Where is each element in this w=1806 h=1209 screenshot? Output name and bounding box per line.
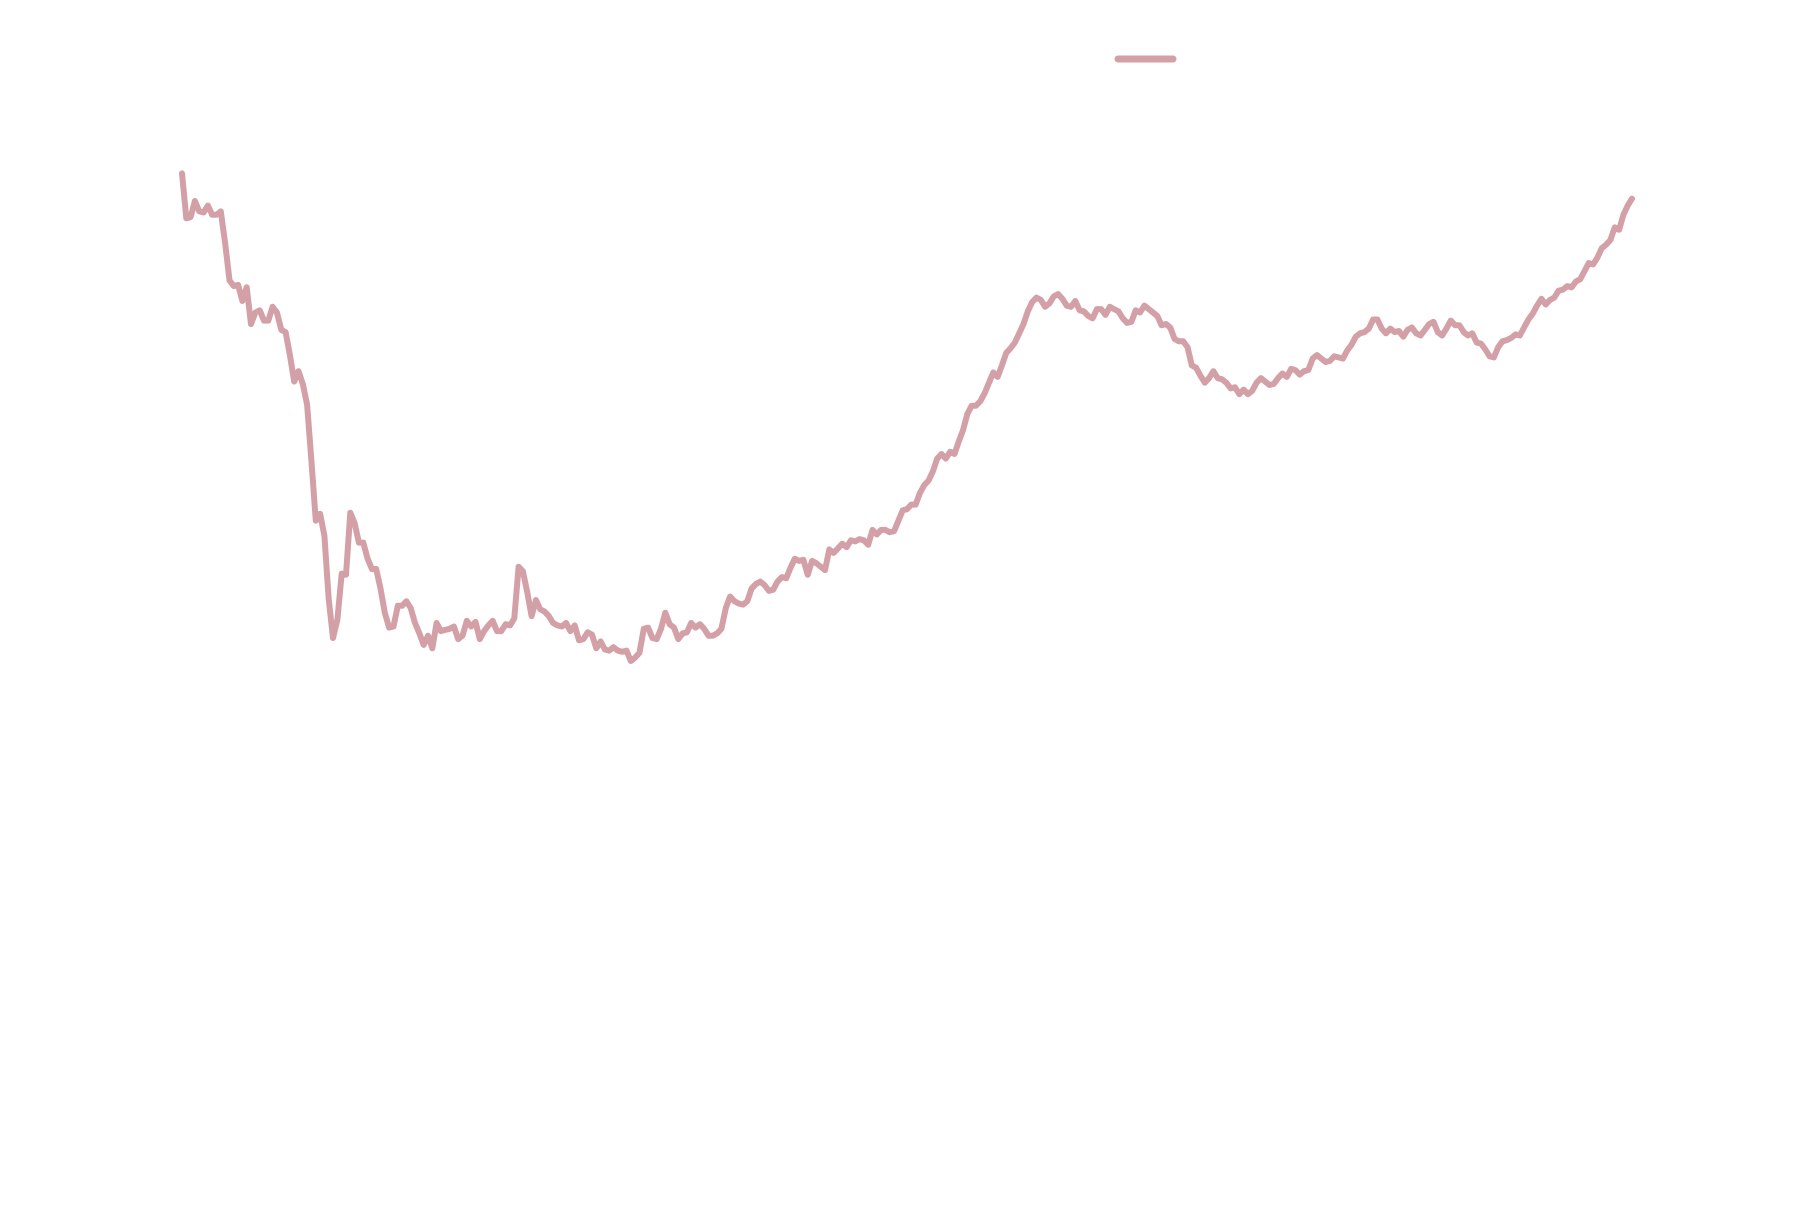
series-line — [179, 170, 1635, 664]
